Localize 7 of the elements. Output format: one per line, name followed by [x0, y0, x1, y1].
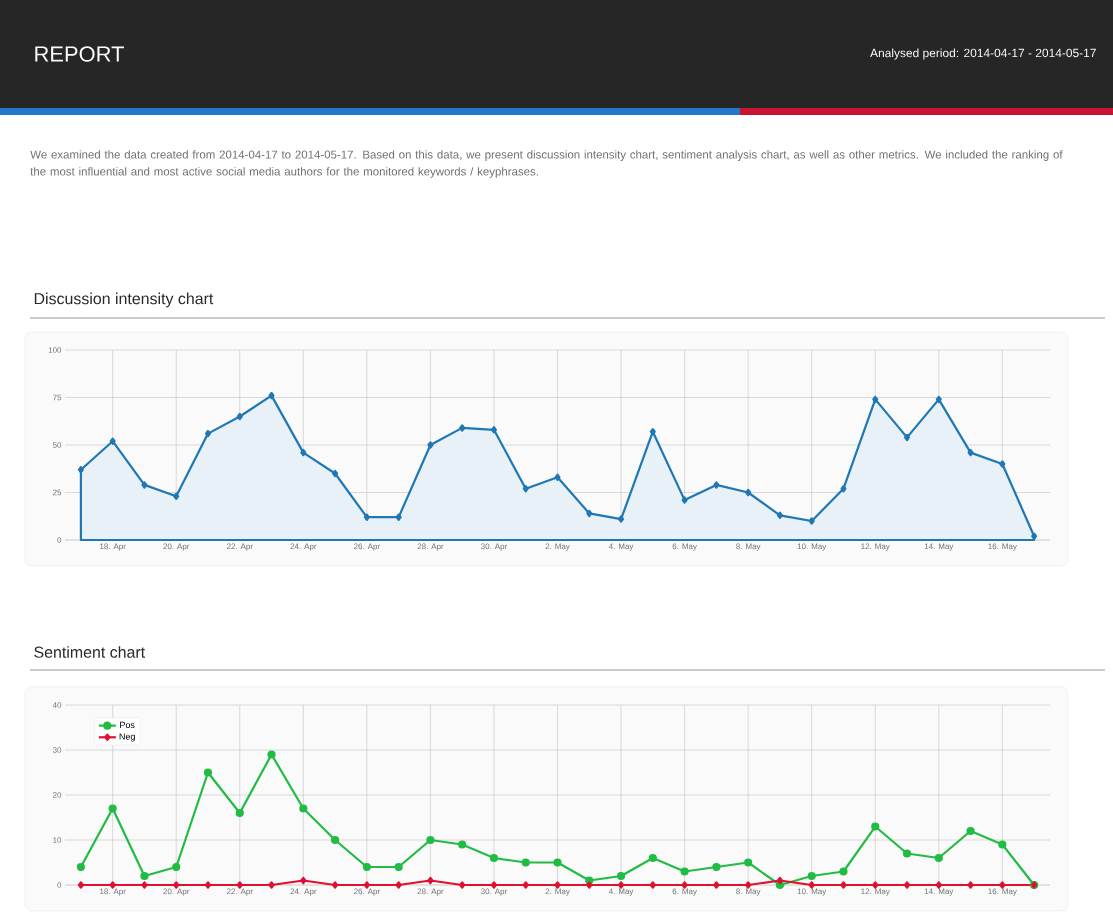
legend-label: Pos — [120, 721, 135, 729]
legend-label: Neg — [119, 733, 135, 742]
chart-title: Sentiment chart — [34, 646, 146, 658]
chart-title: Discussion intensity chart — [34, 292, 214, 308]
text: Analysed period: 2014-04-17 - 2014-05-17 — [870, 48, 1096, 60]
text: We examined the data created from 2014-04-17 to 2014-05-17. Based on this data, we present discussion intensity chart, sentiment analysis chart, as well as other metrics. We included the ranking of the most influential and most active social media authors for the monitored keywords / keyphrases. — [30, 150, 1063, 178]
text: REPORT — [35, 46, 124, 62]
